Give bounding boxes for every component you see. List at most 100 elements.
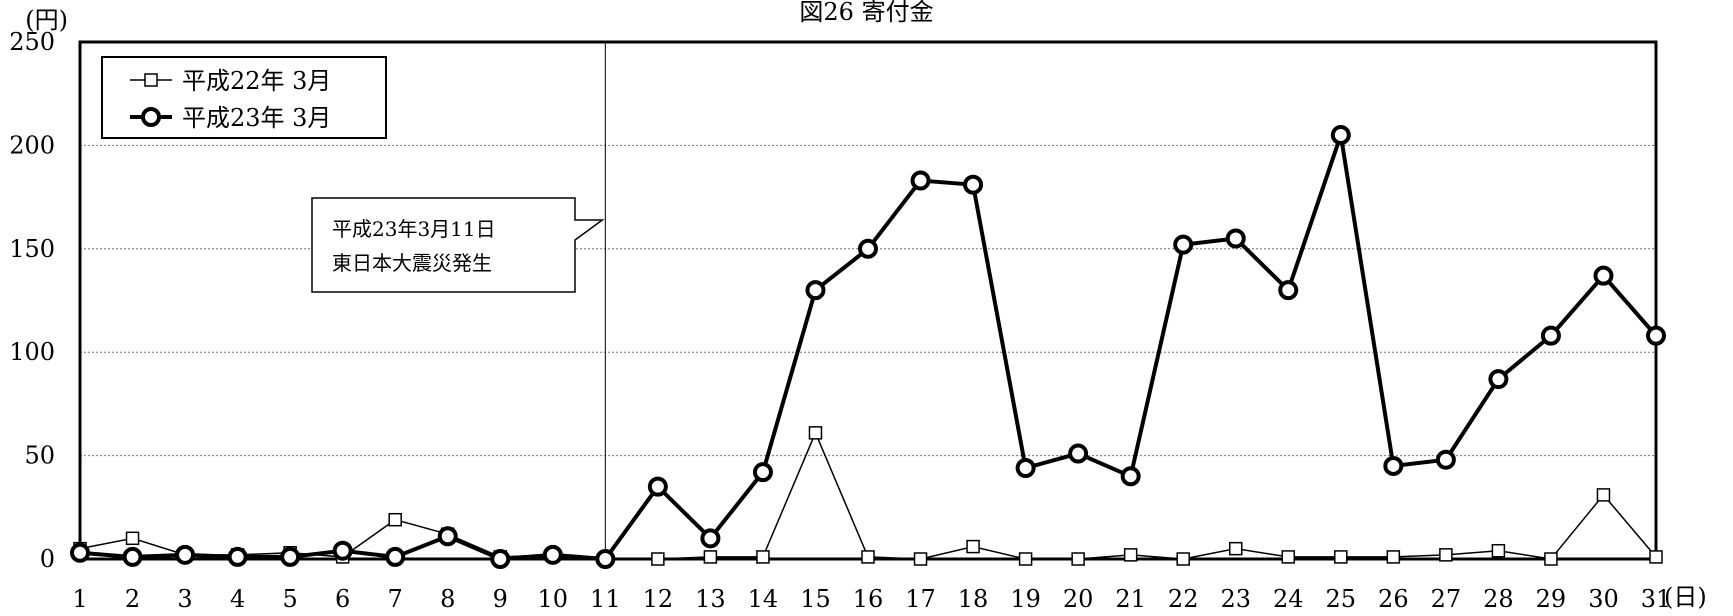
x-tick-label: 25: [1326, 585, 1357, 613]
point-h23: [700, 528, 721, 549]
point-h23: [280, 546, 301, 567]
point-h23: [122, 546, 143, 567]
x-tick-label: 10: [538, 585, 569, 613]
point-h23: [1068, 443, 1089, 464]
point-h23: [490, 549, 511, 569]
point-h23: [752, 462, 773, 483]
point-h22: [125, 531, 140, 546]
x-tick-label: 20: [1063, 585, 1094, 613]
point-h23: [1488, 369, 1509, 390]
series-line-h22: [79, 430, 1657, 560]
y-tick-label: 200: [9, 131, 55, 159]
point-h22: [1123, 548, 1138, 562]
y-tick-label: 250: [9, 28, 55, 56]
x-tick-label: 11: [590, 585, 621, 613]
x-axis-unit: (日): [1664, 583, 1707, 611]
x-tick-label: 22: [1168, 585, 1199, 613]
point-h23: [1540, 325, 1561, 346]
point-h23: [805, 280, 826, 301]
point-h22: [1334, 550, 1348, 564]
x-tick-label: 16: [853, 585, 884, 613]
point-h22: [756, 550, 770, 564]
point-h22: [808, 426, 823, 440]
point-h22: [1386, 550, 1401, 564]
chart-title: 図26 寄付金: [799, 0, 934, 26]
point-h22: [1281, 550, 1296, 564]
x-tick-label: 14: [748, 585, 779, 613]
point-h23: [227, 546, 248, 567]
y-tick-label: 100: [9, 338, 55, 366]
point-h23: [437, 526, 458, 547]
point-h22: [1439, 548, 1453, 562]
legend-marker-h22: [144, 73, 158, 87]
x-tick-label: 7: [388, 585, 403, 613]
y-axis-unit: (円): [25, 6, 68, 34]
x-tick-label: 30: [1588, 585, 1619, 613]
point-h22: [1228, 541, 1243, 556]
point-h23: [1593, 265, 1614, 286]
x-tick-label: 18: [958, 585, 989, 613]
point-h23: [1383, 455, 1404, 476]
point-h22: [1176, 552, 1190, 566]
point-h22: [913, 552, 928, 566]
point-h22: [1649, 550, 1663, 564]
x-tick-label: 23: [1220, 585, 1251, 613]
x-tick-label: 5: [282, 585, 297, 613]
x-tick-label: 19: [1010, 585, 1041, 613]
legend-marker-h23: [141, 107, 161, 127]
point-h23: [175, 544, 196, 565]
point-h23: [385, 546, 406, 567]
x-tick-label: 3: [177, 585, 192, 613]
point-h22: [1544, 552, 1558, 566]
point-h23: [1225, 228, 1246, 249]
point-h23: [1278, 280, 1299, 301]
legend-label-h23: 平成23年 3月: [182, 104, 331, 132]
y-tick-label: 0: [40, 545, 55, 573]
point-h23: [1435, 449, 1456, 470]
point-h22: [703, 550, 718, 564]
x-tick-label: 31: [1641, 585, 1672, 613]
y-tick-label: 150: [9, 235, 55, 263]
point-h22: [1071, 552, 1085, 566]
point-h22: [1491, 543, 1506, 558]
x-tick-label: 29: [1536, 585, 1567, 613]
x-tick-label: 8: [440, 585, 455, 613]
x-tick-label: 28: [1483, 585, 1514, 613]
x-tick-label: 9: [493, 585, 508, 613]
point-h23: [1646, 325, 1666, 346]
x-tick-label: 4: [230, 585, 245, 613]
point-h23: [858, 238, 878, 259]
x-tick-label: 27: [1431, 585, 1462, 613]
point-h23: [332, 540, 353, 561]
x-tick-label: 24: [1273, 585, 1304, 613]
point-h23: [963, 174, 984, 195]
annotation-line-2: 東日本大震災発生: [332, 251, 492, 275]
point-h22: [861, 550, 875, 564]
point-h23: [70, 542, 90, 563]
x-tick-label: 17: [905, 585, 936, 613]
x-tick-label: 26: [1378, 585, 1409, 613]
point-h23: [1330, 125, 1351, 146]
annotation-line-1: 平成23年3月11日: [332, 217, 496, 241]
x-tick-label: 13: [695, 585, 726, 613]
x-tick-label: 21: [1115, 585, 1146, 613]
point-h22: [388, 512, 402, 527]
point-h23: [595, 549, 616, 569]
point-h23: [647, 476, 668, 497]
y-tick-label: 50: [24, 442, 55, 470]
point-h23: [910, 170, 931, 191]
point-h23: [1015, 458, 1036, 479]
point-h23: [542, 544, 563, 565]
legend-label-h22: 平成22年 3月: [182, 67, 331, 95]
point-h22: [966, 539, 980, 554]
point-h22: [1596, 488, 1611, 502]
x-tick-label: 12: [643, 585, 674, 613]
annotation-callout: [311, 197, 605, 293]
point-h22: [651, 552, 665, 566]
x-tick-label: 6: [335, 585, 350, 613]
point-h23: [1173, 234, 1194, 255]
x-tick-label: 15: [800, 585, 831, 613]
point-h22: [1018, 552, 1033, 566]
point-h23: [1120, 466, 1141, 487]
